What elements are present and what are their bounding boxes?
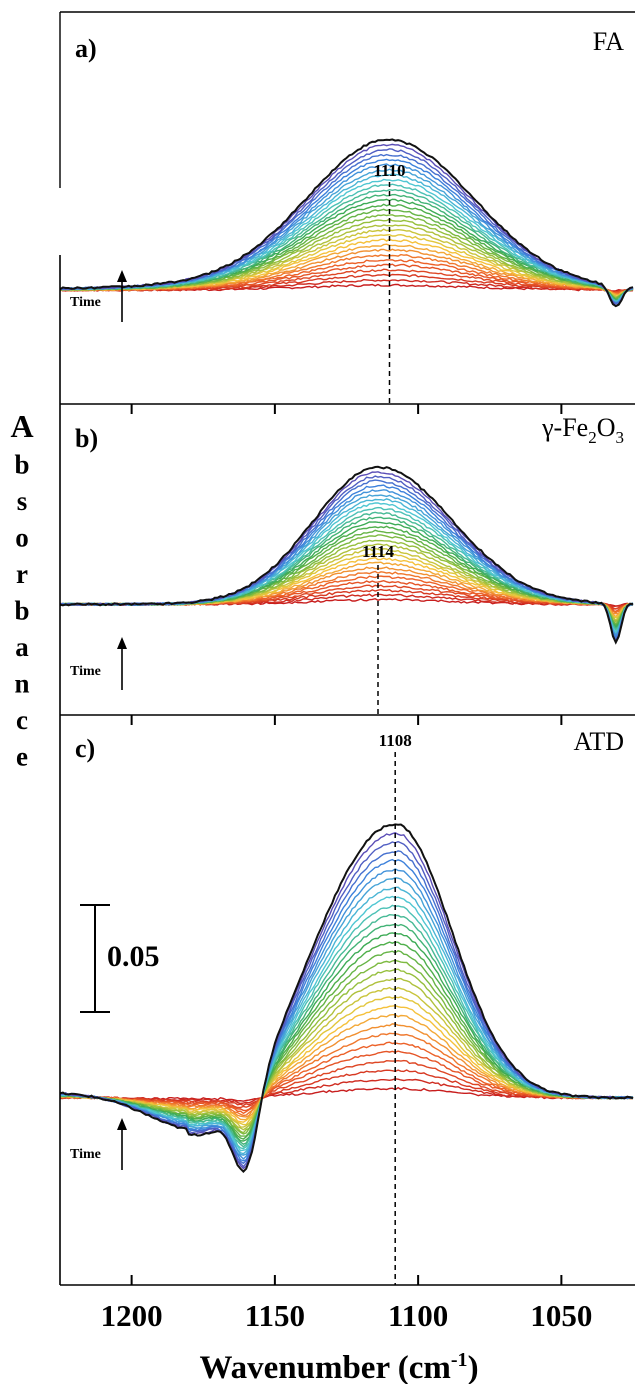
y-axis-label-letter: A xyxy=(10,408,33,444)
series-line xyxy=(59,233,634,298)
series-line xyxy=(59,552,634,619)
series-line xyxy=(59,556,634,618)
y-axis-label-letter: s xyxy=(17,486,28,516)
y-axis-label-letter: e xyxy=(16,742,28,772)
time-arrow-head xyxy=(117,637,127,649)
sample-label: FA xyxy=(593,27,625,56)
time-arrow-head xyxy=(117,270,127,282)
panel-2: 1114 b) γ-Fe2O3 Time xyxy=(59,413,634,716)
series-line xyxy=(59,529,633,627)
time-label: Time xyxy=(70,1147,101,1162)
time-label: Time xyxy=(70,295,101,310)
scale-bar: 0.05 xyxy=(80,904,160,1013)
y-axis-label-letter: c xyxy=(16,705,28,735)
y-axis-label-letter: b xyxy=(14,596,29,626)
panel-letter: a) xyxy=(75,34,97,63)
y-axis-label-letter: n xyxy=(14,669,29,699)
sample-label: ATD xyxy=(573,727,624,756)
series-line xyxy=(59,521,634,629)
x-tick-label: 1050 xyxy=(530,1298,592,1333)
y-axis-label-letter: o xyxy=(15,523,29,553)
peak-label: 1114 xyxy=(362,542,395,561)
panel-1: 1110 a) FA Time xyxy=(59,27,634,405)
y-axis-label-letter: a xyxy=(15,632,29,662)
scale-bar-label: 0.05 xyxy=(107,940,160,973)
series-line xyxy=(59,479,634,642)
panel-3: 1108 c) ATD Time xyxy=(59,727,634,1285)
series-line xyxy=(59,561,634,618)
y-axis-label-letter: b xyxy=(14,450,29,480)
series-line xyxy=(59,840,634,1168)
peak-label: 1110 xyxy=(373,161,405,180)
series-line xyxy=(59,138,634,308)
time-label: Time xyxy=(70,664,101,679)
peak-label: 1108 xyxy=(379,731,412,750)
x-axis-title: Wavenumber (cm-1) xyxy=(199,1349,478,1384)
series-line xyxy=(59,516,634,630)
series-line xyxy=(59,823,634,1174)
y-axis-label-letter: r xyxy=(16,559,28,589)
series-line xyxy=(59,465,634,645)
series-line xyxy=(59,566,634,615)
series-line xyxy=(59,484,634,639)
series-line xyxy=(59,543,634,623)
x-tick-label: 1150 xyxy=(245,1298,305,1333)
series-line xyxy=(59,471,634,643)
sample-label: γ-Fe2O3 xyxy=(541,413,624,447)
x-tick-label: 1200 xyxy=(101,1298,163,1333)
time-arrow-head xyxy=(117,1118,127,1130)
series-line xyxy=(59,1023,634,1118)
series-line xyxy=(59,968,634,1134)
x-tick-label: 1100 xyxy=(388,1298,448,1333)
panel-letter: b) xyxy=(75,424,98,453)
panel-letter: c) xyxy=(75,734,95,763)
